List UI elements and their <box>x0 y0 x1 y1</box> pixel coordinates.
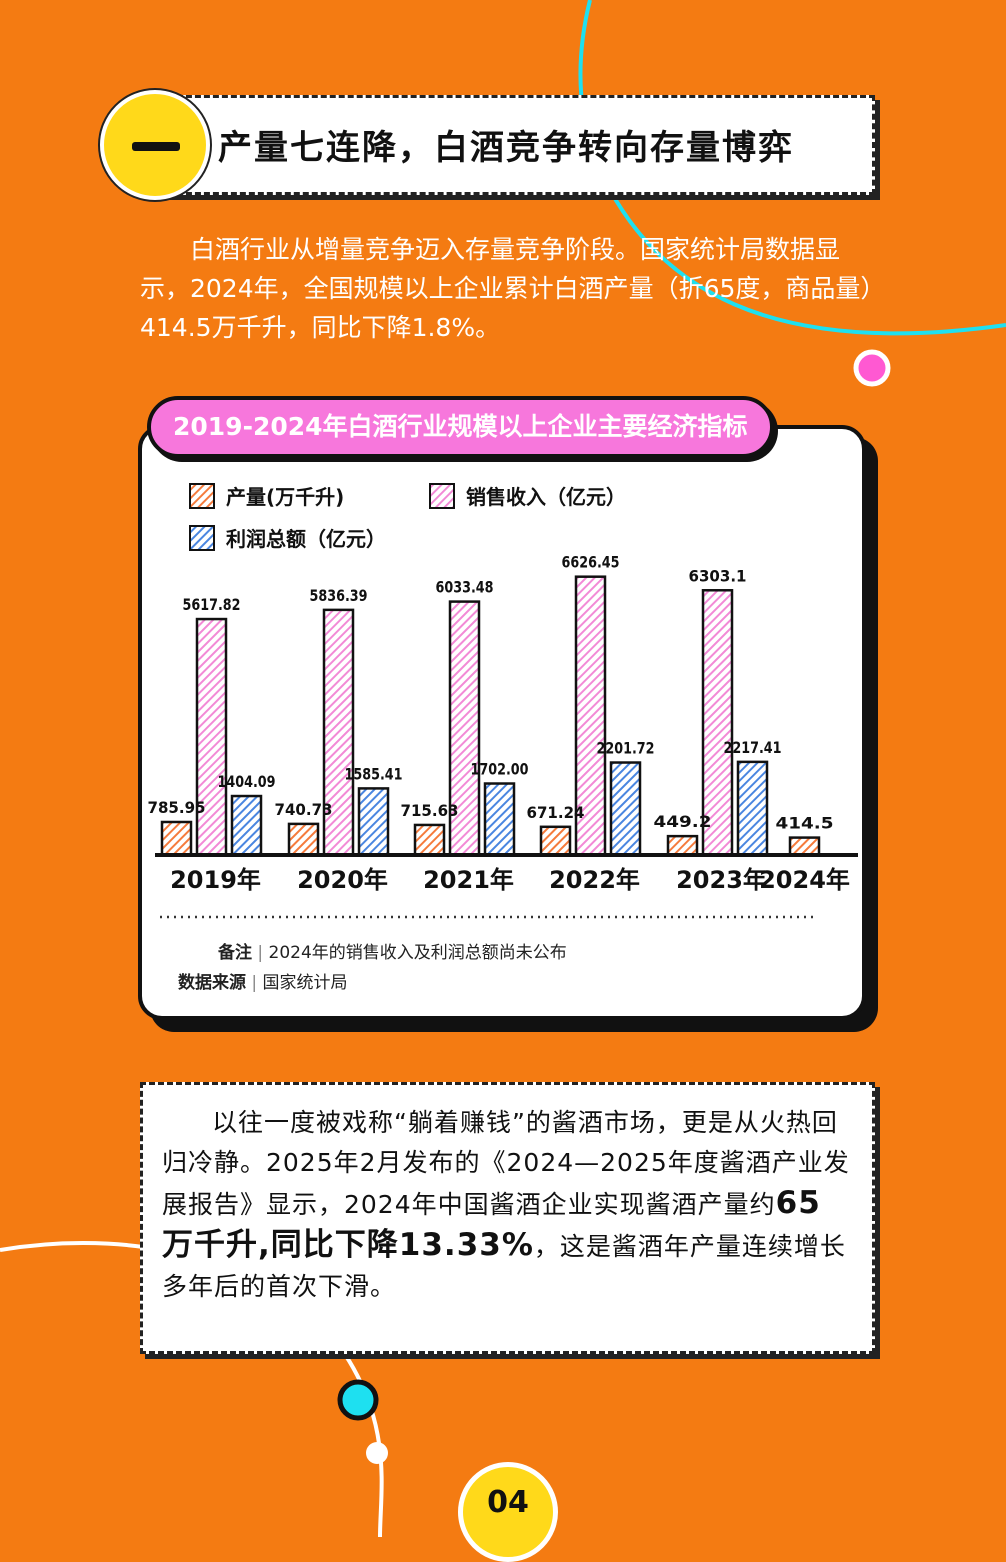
legend-swatch-production <box>189 483 215 509</box>
second-paragraph-box <box>140 1082 875 1354</box>
legend-label-production: 产量(万千升) <box>226 485 344 509</box>
data-label-production-2: 740.73 <box>275 800 333 819</box>
legend-swatch-revenue <box>429 483 455 509</box>
x-tick-label-5: 2023年 <box>676 866 767 894</box>
page-number: 04 <box>458 1462 558 1562</box>
bar-revenue-2 <box>322 608 355 857</box>
bar-profit-5 <box>736 760 769 857</box>
x-tick-label-1: 2019年 <box>170 866 261 894</box>
second-paragraph-text: 以往一度被戏称“躺着赚钱”的酱酒市场，更是从火热回归冷静。2025年2月发布的《… <box>162 1108 850 1219</box>
highlight-text: 65万千升,同比下降13.33% <box>162 1185 821 1263</box>
legend-label-profit: 利润总额（亿元） <box>226 527 386 551</box>
pink-dot-decoration <box>853 349 891 387</box>
bar-revenue-4 <box>574 575 607 857</box>
white-dot-decoration <box>366 1442 388 1464</box>
second-paragraph-tail: ，这是酱酒年产量连续增长多年后的首次下滑。 <box>162 1232 846 1301</box>
bar-production-1 <box>160 820 193 857</box>
intro-paragraph: 白酒行业从增量竞争迈入存量竞争阶段。国家统计局数据显示，2024年，全国规模以上… <box>140 230 885 347</box>
x-tick-label-2: 2020年 <box>297 866 388 894</box>
cyan-dot-decoration <box>337 1379 379 1421</box>
legend-swatch-profit <box>189 525 215 551</box>
section-title: 产量七连降，白酒竞争转向存量博弈 <box>218 128 794 168</box>
data-label-production-6: 414.5 <box>776 814 834 833</box>
intro-text: 白酒行业从增量竞争迈入存量竞争阶段。国家统计局数据显示，2024年，全国规模以上… <box>140 235 873 342</box>
section-number-badge <box>100 90 210 200</box>
bar-revenue-1 <box>195 617 228 857</box>
section-number-glyph <box>132 142 180 151</box>
data-label-profit-2: 1585.41 <box>345 764 403 783</box>
bar-profit-3 <box>483 782 516 857</box>
x-tick-label-4: 2022年 <box>549 866 640 894</box>
chart-note-2: 数据来源 | 国家统计局 <box>178 972 348 993</box>
bar-profit-1 <box>230 794 263 857</box>
data-label-production-4: 671.24 <box>527 803 585 822</box>
data-label-production-5: 449.2 <box>654 812 712 831</box>
chart-note-1: 备注 | 2024年的销售收入及利润总额尚未公布 <box>217 942 567 963</box>
bar-chart: 产量(万千升) 销售收入（亿元） 利润总额（亿元） 785.95 5617.82 140… <box>148 483 858 993</box>
legend-label-revenue: 销售收入（亿元） <box>466 485 626 509</box>
data-label-production-3: 715.63 <box>401 801 459 820</box>
bar-production-2 <box>287 822 320 857</box>
bar-production-5 <box>666 834 699 857</box>
data-label-production-1: 785.95 <box>148 798 206 817</box>
bar-production-6 <box>788 836 821 857</box>
bar-production-3 <box>413 823 446 857</box>
data-label-revenue-3: 6033.48 <box>436 578 494 597</box>
bar-revenue-3 <box>448 600 481 857</box>
chart-card <box>138 425 866 1020</box>
bar-revenue-5 <box>701 589 734 857</box>
data-label-profit-4: 2201.72 <box>597 739 655 758</box>
data-label-revenue-5: 6303.1 <box>689 566 747 585</box>
data-label-revenue-1: 5617.82 <box>183 595 241 614</box>
x-tick-label-3: 2021年 <box>423 866 514 894</box>
chart-title: 2019-2024年白酒行业规模以上企业主要经济指标 <box>147 396 774 458</box>
x-tick-label-6: 2024年 <box>759 866 850 894</box>
data-label-profit-5: 2217.41 <box>724 738 782 757</box>
data-label-revenue-2: 5836.39 <box>310 586 368 605</box>
data-label-profit-3: 1702.00 <box>471 760 529 779</box>
bar-profit-2 <box>357 787 390 857</box>
bar-production-4 <box>539 825 572 857</box>
second-paragraph: 以往一度被戏称“躺着赚钱”的酱酒市场，更是从火热回归冷静。2025年2月发布的《… <box>162 1103 852 1307</box>
data-label-profit-1: 1404.09 <box>218 772 276 791</box>
data-label-revenue-4: 6626.45 <box>562 553 620 572</box>
bar-profit-4 <box>609 761 642 857</box>
